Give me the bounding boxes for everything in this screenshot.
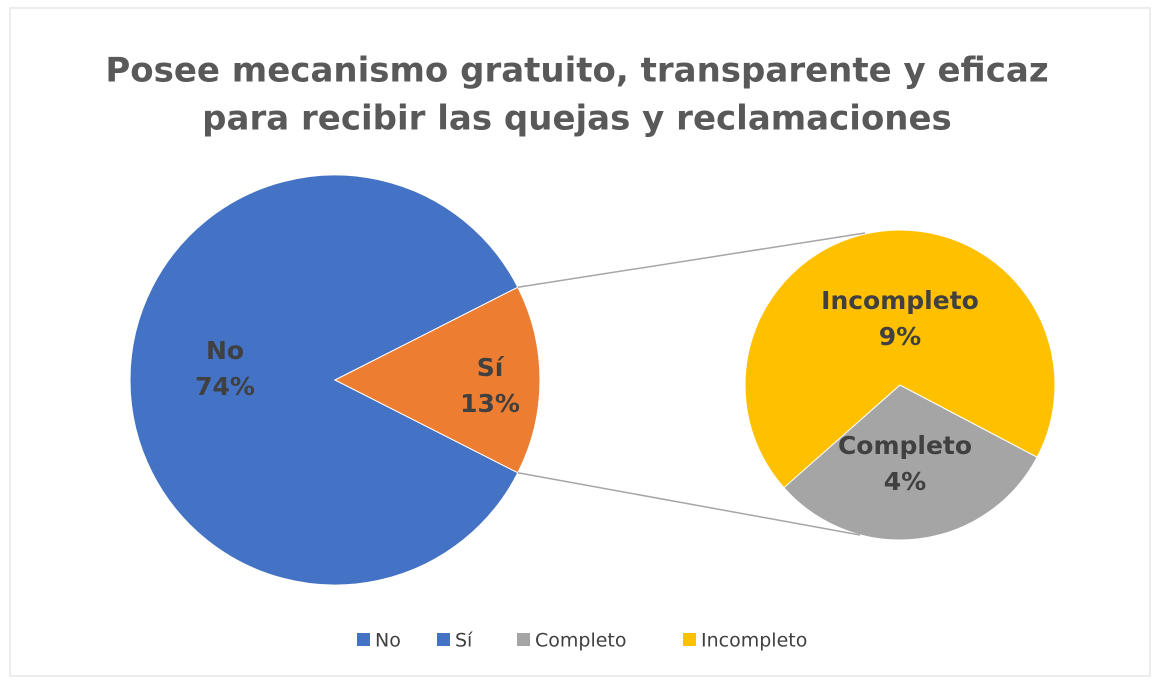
connector-line bbox=[517, 472, 861, 536]
legend-label: Completo bbox=[535, 630, 627, 652]
pie-slice bbox=[129, 174, 519, 586]
legend-swatch bbox=[437, 633, 450, 646]
chart-title: para recibir las quejas y reclamaciones bbox=[202, 99, 952, 139]
legend-swatch bbox=[357, 633, 370, 646]
chart-title: Posee mecanismo gratuito, transparente y… bbox=[105, 51, 1048, 91]
data-label: 13% bbox=[460, 389, 520, 418]
legend-label: Sí bbox=[455, 630, 473, 652]
connector-line bbox=[517, 232, 866, 289]
data-label: 9% bbox=[879, 322, 921, 351]
data-label: 74% bbox=[195, 372, 255, 401]
legend-swatch bbox=[517, 633, 530, 646]
legend-label: Incompleto bbox=[701, 630, 807, 652]
legend-label: No bbox=[375, 630, 401, 652]
sub-pie-slice bbox=[744, 229, 1056, 489]
data-label: No bbox=[206, 336, 244, 365]
data-label: Completo bbox=[838, 431, 972, 460]
data-label: Sí bbox=[477, 353, 505, 382]
legend-swatch bbox=[683, 633, 696, 646]
data-label: Incompleto bbox=[821, 286, 979, 315]
data-label: 4% bbox=[884, 467, 926, 496]
pie-slice bbox=[333, 286, 541, 474]
sub-pie-slice bbox=[783, 384, 1038, 541]
